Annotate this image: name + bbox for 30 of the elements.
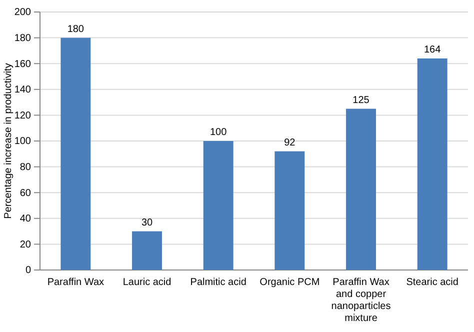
data-label: 92 (284, 137, 296, 148)
data-label: 100 (210, 127, 228, 138)
bar (346, 108, 376, 270)
y-tick-label: 160 (14, 58, 32, 70)
x-tick-label: Palmitic acid (190, 277, 246, 288)
bar (203, 141, 234, 270)
x-tick-label: Paraffin Wax (47, 277, 104, 288)
y-tick-label: 140 (14, 84, 32, 96)
data-label: 30 (141, 217, 153, 228)
y-tick-label: 80 (20, 162, 32, 173)
data-label: 164 (424, 44, 442, 56)
bar (274, 151, 305, 270)
y-tick-label: 180 (14, 33, 32, 44)
data-label: 180 (67, 24, 84, 35)
bar (60, 38, 91, 270)
y-tick-label: 20 (20, 239, 32, 250)
bar (132, 231, 162, 270)
x-tick-label: Organic PCM (260, 277, 320, 288)
x-tick-label: Paraffin Wax and copper nanoparticles mixture (331, 277, 391, 324)
x-tick-label: Stearic acid (406, 277, 458, 288)
y-tick-label: 200 (14, 7, 32, 18)
y-tick-label: 120 (14, 110, 32, 122)
x-tick-label: Lauric acid (122, 277, 172, 288)
y-tick-label: 60 (20, 188, 32, 199)
data-label: 125 (352, 94, 370, 106)
y-tick-label: 100 (14, 136, 32, 148)
y-axis-title: Percentage increase in productivity (3, 63, 14, 219)
y-tick-label: 40 (20, 214, 32, 225)
bar (417, 58, 448, 270)
y-tick-label: 0 (25, 265, 32, 276)
